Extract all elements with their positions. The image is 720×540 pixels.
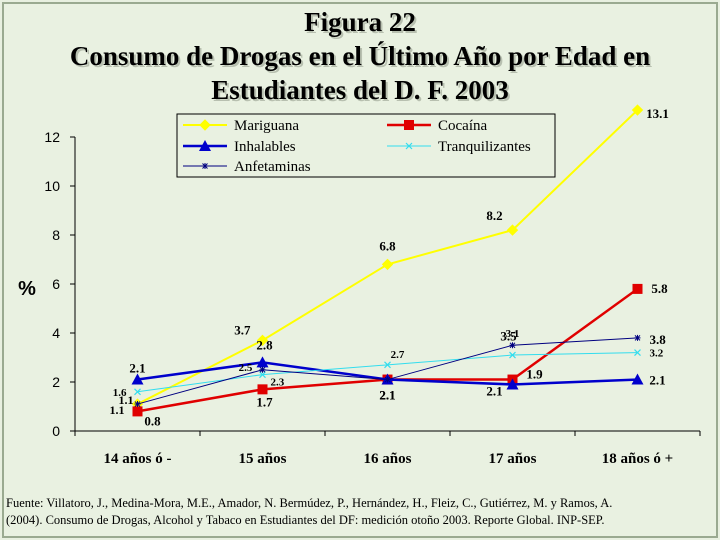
data-label: 5.8 (651, 281, 668, 296)
data-point-tranquilizantes (384, 361, 391, 369)
data-label: 3.1 (506, 328, 520, 340)
data-label: 2.5 (239, 362, 253, 374)
data-label: 2.1 (379, 388, 395, 403)
data-point-mariguana (381, 258, 394, 271)
data-label: 2.8 (256, 337, 273, 352)
legend-marker-tranquilizantes (405, 142, 413, 150)
data-label: 8.2 (486, 208, 502, 223)
legend-label-mariguana: Mariguana (234, 118, 299, 134)
data-label: 3.8 (650, 332, 667, 347)
x-tick-label: 18 años ó + (602, 451, 673, 467)
data-label: 1.6 (113, 387, 127, 399)
data-point-anfetaminas (634, 334, 641, 341)
data-label: 2.3 (271, 377, 285, 389)
data-point-inhalables (506, 378, 519, 390)
data-label: 6.8 (379, 238, 396, 253)
data-point-anfetaminas (134, 401, 141, 408)
data-label: 2.1 (379, 388, 395, 403)
legend (176, 113, 556, 178)
figure-title-line2: Estudiantes del D. F. 2003 (211, 75, 509, 105)
data-point-tranquilizantes (259, 371, 266, 379)
y-tick-label: 10 (44, 178, 60, 194)
data-point-cocaina (257, 384, 268, 395)
data-label: 2.1 (129, 361, 145, 376)
data-label: 2.1 (649, 373, 665, 388)
x-tick-label: 17 años (489, 451, 537, 467)
legend-label-cocaina: Cocaína (438, 118, 487, 134)
y-tick-label: 12 (44, 129, 60, 145)
source-line-1: Fuente: Villatoro, J., Medina-Mora, M.E.… (6, 496, 613, 510)
data-point-anfetaminas (259, 366, 266, 373)
source-citation: Fuente: Villatoro, J., Medina-Mora, M.E.… (6, 495, 712, 529)
data-point-inhalables (631, 373, 644, 385)
legend-label-anfetaminas: Anfetaminas (234, 159, 311, 175)
y-axis-label: % (18, 278, 36, 300)
data-point-mariguana (256, 334, 269, 347)
legend-marker-anfetaminas (202, 163, 208, 169)
data-label: 3.2 (650, 348, 664, 360)
x-tick-label: 16 años (364, 451, 412, 467)
legend-marker-mariguana (199, 119, 211, 131)
figure-title-line1: Consumo de Drogas en el Último Año por E… (69, 41, 651, 71)
data-label: 0.8 (144, 413, 161, 428)
data-point-tranquilizantes (134, 388, 141, 396)
data-label: 1.1 (110, 403, 125, 417)
y-tick-label: 6 (52, 276, 60, 292)
data-point-tranquilizantes (509, 351, 516, 359)
data-point-cocaina (132, 406, 143, 417)
data-point-mariguana (631, 104, 644, 116)
y-tick-label: 0 (52, 423, 60, 439)
data-label: 3.5 (500, 328, 517, 343)
legend-marker-cocaina (404, 120, 414, 130)
data-label: 1.7 (256, 394, 273, 409)
data-point-inhalables (131, 373, 144, 385)
data-label: 2.7 (391, 349, 405, 361)
legend-label-inhalables: Inhalables (234, 139, 296, 155)
data-label: 1.1 (119, 393, 134, 407)
data-point-cocaina (632, 283, 643, 294)
data-label: 1.9 (526, 366, 543, 381)
data-point-mariguana (506, 224, 519, 236)
y-tick-label: 8 (52, 227, 60, 243)
data-point-inhalables (256, 356, 269, 368)
data-point-anfetaminas (509, 342, 516, 349)
figure-number-title: Figura 22 (304, 7, 416, 37)
data-point-tranquilizantes (634, 349, 641, 357)
x-tick-label: 14 años ó - (104, 451, 172, 467)
series-line-tranquilizantes (137, 352, 638, 393)
data-point-anfetaminas (384, 376, 391, 383)
y-tick-label: 2 (52, 374, 60, 390)
source-line-2: (2004). Consumo de Drogas, Alcohol y Tab… (6, 513, 605, 527)
data-label: 3.7 (234, 322, 251, 337)
data-label: 13.1 (646, 106, 669, 121)
x-tick-label: 15 años (239, 451, 287, 467)
legend-label-tranquilizantes: Tranquilizantes (438, 139, 531, 155)
data-label: 2.1 (486, 384, 502, 399)
y-tick-label: 4 (52, 325, 60, 341)
legend-marker-inhalables (199, 140, 211, 151)
